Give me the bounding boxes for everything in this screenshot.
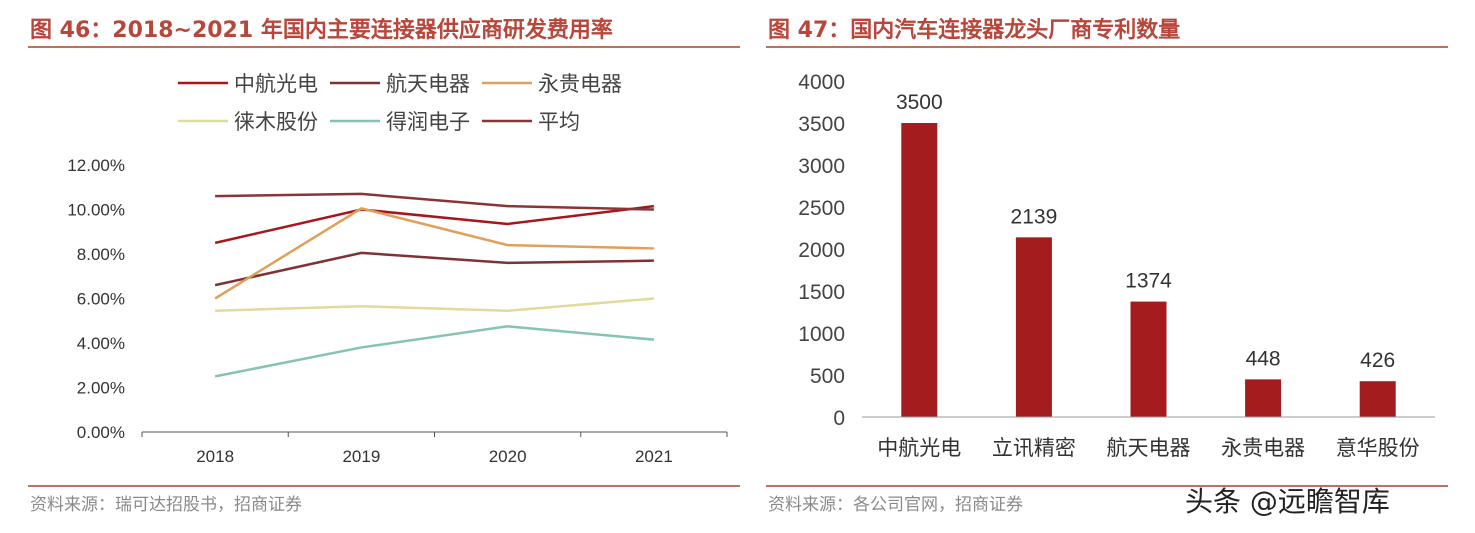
left-title-divider: [28, 46, 740, 48]
bar-立讯精密: [1015, 237, 1052, 417]
y-tick-label: 2.00%: [77, 379, 125, 398]
right-title-divider: [766, 46, 1448, 48]
y-tick-label: 4000: [798, 71, 845, 94]
y-tick-label: 2000: [798, 239, 845, 262]
watermark: 头条 @远瞻智库: [1185, 485, 1390, 518]
series-line-徕木股份: [215, 297, 654, 312]
bar-意华股份: [1359, 381, 1396, 417]
x-tick-label: 中航光电: [877, 437, 961, 460]
series-line-得润电子: [214, 325, 654, 378]
legend-label: 得润电子: [386, 111, 470, 134]
data-label: 2139: [1011, 205, 1058, 228]
left-chart-title: 图 46：2018~2021 年国内主要连接器供应商研发费用率: [30, 18, 613, 43]
y-tick-label: 6.00%: [77, 290, 125, 309]
x-tick-label: 2021: [635, 447, 673, 466]
data-label: 426: [1360, 349, 1395, 372]
y-tick-label: 1500: [798, 281, 845, 304]
x-tick-label: 2019: [342, 447, 380, 466]
y-tick-label: 12.00%: [67, 156, 125, 175]
right-bottom-divider: [766, 485, 1448, 487]
left-bottom-divider: [28, 485, 740, 487]
data-label: 1374: [1125, 270, 1172, 293]
bar-中航光电: [901, 123, 938, 417]
y-tick-label: 0.00%: [77, 423, 125, 442]
y-tick-label: 4.00%: [77, 334, 125, 353]
bar-chart: 0 500 1000 1500 2000 2500 3000 3500 4000 3500 中航光电…: [798, 71, 1435, 460]
series-line-中航光电: [214, 204, 655, 245]
x-tick-label: 立讯精密: [992, 437, 1076, 460]
y-tick-label: 0: [833, 407, 845, 430]
x-tick-label: 永贵电器: [1221, 437, 1305, 460]
data-label: 3500: [896, 91, 943, 114]
y-tick-label: 1000: [798, 323, 845, 346]
series-line-永贵电器: [214, 207, 654, 300]
legend-label: 航天电器: [386, 73, 470, 96]
x-tick-label: 意华股份: [1336, 437, 1420, 460]
data-label: 448: [1246, 347, 1281, 370]
series-line-航天电器: [214, 251, 654, 287]
bar-永贵电器: [1245, 379, 1282, 417]
right-source: 资料来源：各公司官网，招商证券: [768, 495, 1023, 515]
y-tick-label: 10.00%: [67, 201, 125, 220]
x-tick-label: 航天电器: [1107, 437, 1191, 460]
series-line-平均: [215, 192, 654, 211]
y-tick-label: 3000: [798, 155, 845, 178]
x-tick-label: 2020: [489, 447, 527, 466]
left-source: 资料来源：瑞可达招股书，招商证券: [30, 495, 302, 515]
legend-label: 徕木股份: [234, 111, 318, 134]
x-tick-label: 2018: [196, 447, 234, 466]
y-tick-label: 8.00%: [77, 245, 125, 264]
y-tick-label: 3500: [798, 113, 845, 136]
y-tick-label: 500: [810, 365, 845, 388]
legend-label: 平均: [538, 111, 580, 134]
legend-label: 永贵电器: [538, 73, 622, 96]
bar-航天电器: [1130, 301, 1167, 417]
legend-label: 中航光电: [234, 73, 318, 96]
right-chart-title: 图 47：国内汽车连接器龙头厂商专利数量: [768, 18, 1181, 43]
y-tick-label: 2500: [798, 197, 845, 220]
line-chart: 0.00% 2.00% 4.00% 6.00% 8.00% 10.00% 12.00% 201…: [67, 73, 728, 466]
